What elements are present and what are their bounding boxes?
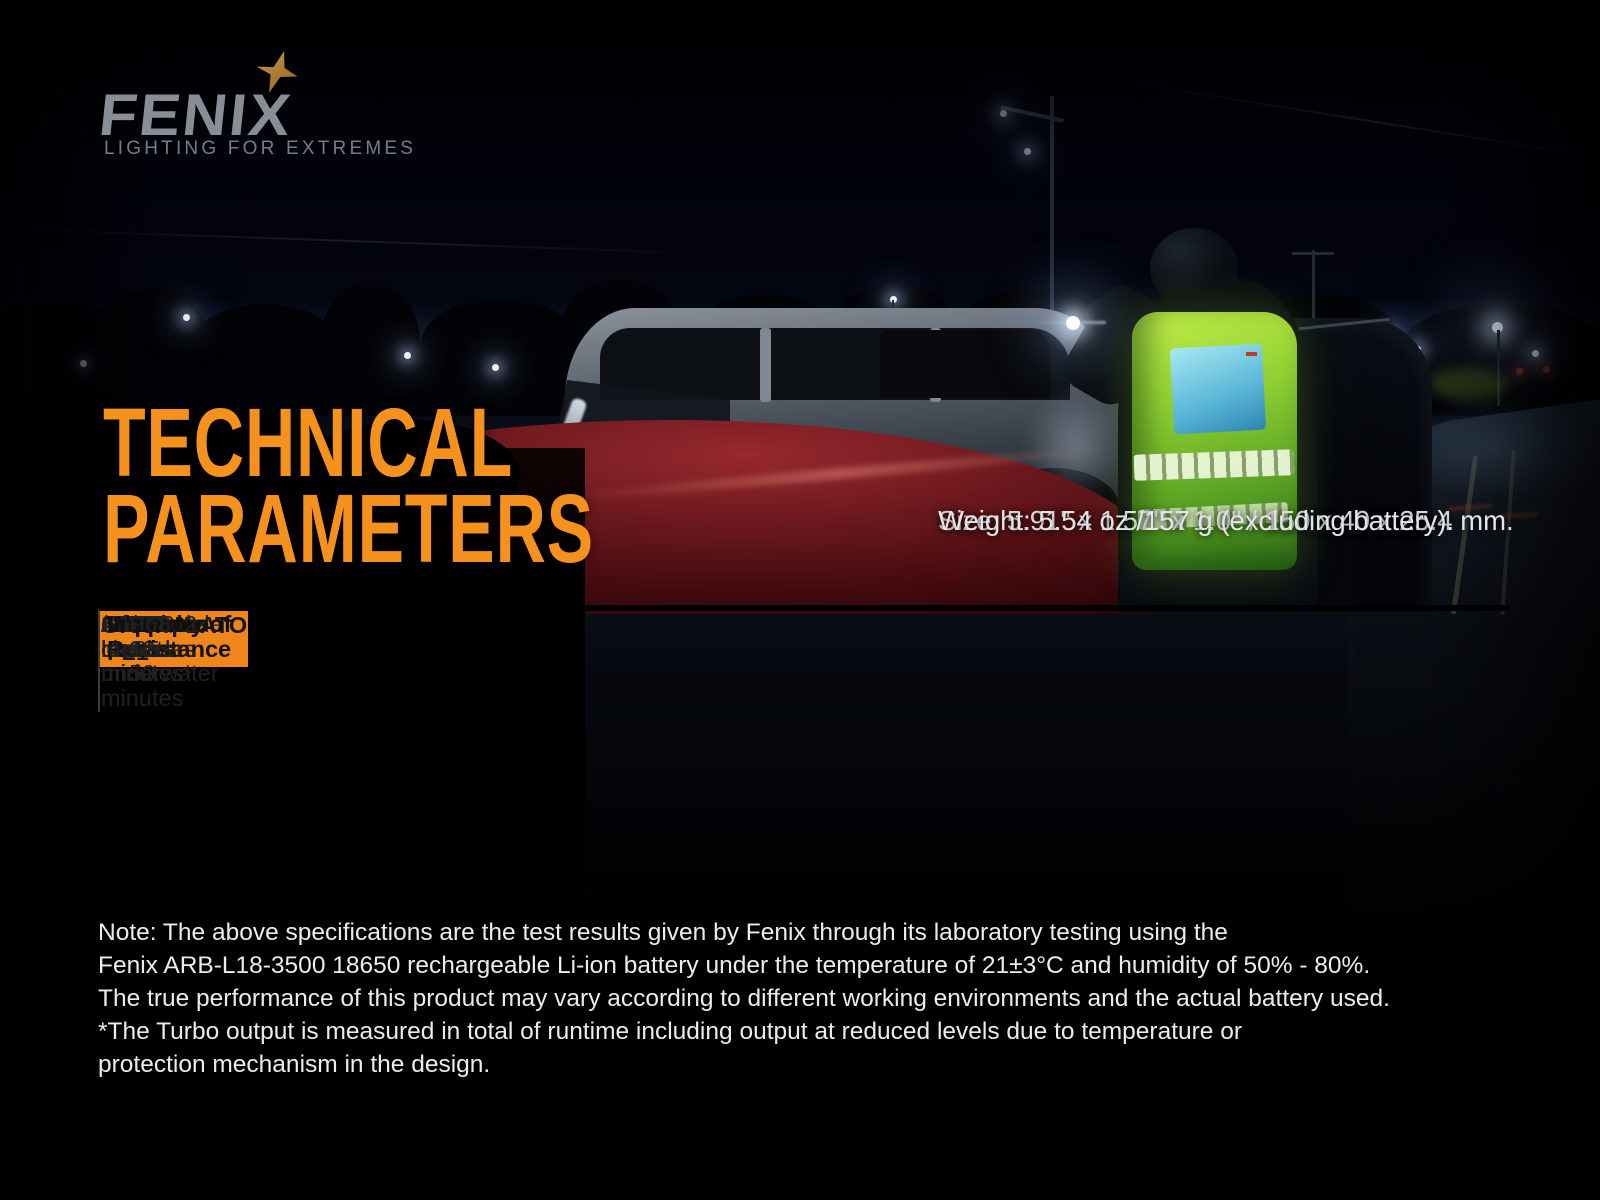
signal-light: [1543, 366, 1550, 373]
cell: 150 lumens: [98, 608, 178, 663]
size-text: Size: 5.91'' x 1.57'' x 1.0'' / 150 x 40…: [938, 505, 1514, 536]
street-lamp-glow: [1024, 148, 1031, 155]
footnotes: Note: The above specifications are the t…: [98, 916, 1390, 1081]
note-line: The true performance of this product may…: [98, 985, 1390, 1012]
cell: 1500 lumens: [98, 608, 178, 663]
lamp-pole: [1050, 96, 1054, 432]
cell-span: IP68, 2 meters underwater: [98, 608, 220, 688]
cell: 1500 lumens: [98, 608, 178, 663]
officer-helmet: [1150, 228, 1238, 308]
cell: 200 lumens: [98, 608, 178, 663]
flashlight-glare: [1066, 316, 1080, 330]
street-lamp-glow: [404, 352, 411, 359]
cell: 30150 candela: [98, 608, 185, 663]
open-car-window: [880, 330, 1050, 398]
night-scene-photo: [0, 0, 1600, 912]
signal-light: [1516, 368, 1523, 375]
weight-text: Weight: 5.54 oz /157 g (excluding batter…: [938, 505, 1455, 536]
note-line: protection mechanism in the design.: [98, 1051, 491, 1078]
officer-hand: [1086, 298, 1122, 330]
lit-foliage: [1428, 368, 1510, 400]
note-line: Fenix ARB-L18-3500 18650 rechargeable Li…: [98, 952, 1371, 979]
lamp-arm: [1292, 252, 1334, 255]
header-green: Green: [98, 608, 170, 640]
foreground-shadow: [0, 448, 585, 912]
note-line: Note: The above specifications are the t…: [98, 919, 1228, 946]
brand-tagline: LIGHTING FOR EXTREMES: [104, 138, 417, 159]
street-lamp-glow: [80, 360, 87, 367]
title-line-2: PARAMETERS: [103, 474, 594, 583]
street-lamp-glow: [1000, 110, 1007, 117]
note-line: *The Turbo output is measured in total o…: [98, 1018, 1242, 1045]
title-line-1: TECHNICAL: [103, 388, 513, 497]
street-lamp-glow: [183, 314, 190, 321]
street-lamp-glow: [1492, 322, 1503, 333]
car-pillar: [760, 328, 771, 402]
street-lamp-glow: [492, 364, 499, 371]
spec-table: ANSI/PLATO FL1 Turbo High Med Low Strobe…: [95, 605, 1510, 712]
vest-patch-mark: [1246, 352, 1257, 356]
lamp-pole: [1497, 330, 1500, 406]
cell: 100 hours: [98, 608, 161, 663]
street-lamp-glow: [1532, 350, 1539, 357]
street-lamp-glow: [890, 296, 897, 303]
